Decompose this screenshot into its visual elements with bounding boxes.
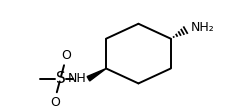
Text: NH: NH bbox=[68, 72, 87, 85]
Text: O: O bbox=[61, 49, 71, 62]
Text: O: O bbox=[50, 96, 60, 109]
Text: NH₂: NH₂ bbox=[190, 21, 214, 34]
Polygon shape bbox=[87, 69, 106, 81]
Text: S: S bbox=[55, 71, 65, 86]
